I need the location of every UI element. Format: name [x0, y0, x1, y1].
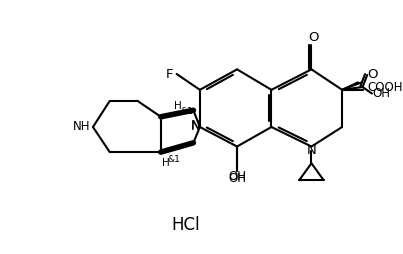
- Text: &1: &1: [181, 107, 193, 116]
- Text: HCl: HCl: [172, 216, 200, 234]
- Text: OH: OH: [372, 87, 390, 100]
- Text: F: F: [166, 68, 173, 81]
- Text: NH: NH: [73, 120, 91, 134]
- Text: OH: OH: [228, 170, 246, 183]
- Text: &1: &1: [167, 155, 180, 164]
- Text: O: O: [308, 31, 318, 44]
- Text: O: O: [368, 68, 378, 82]
- Text: N: N: [190, 120, 200, 134]
- Text: H: H: [174, 101, 181, 110]
- Text: N: N: [190, 119, 200, 132]
- Text: H: H: [162, 158, 169, 168]
- Text: N: N: [307, 144, 316, 157]
- Text: OH: OH: [228, 172, 246, 185]
- Text: COOH: COOH: [367, 81, 403, 93]
